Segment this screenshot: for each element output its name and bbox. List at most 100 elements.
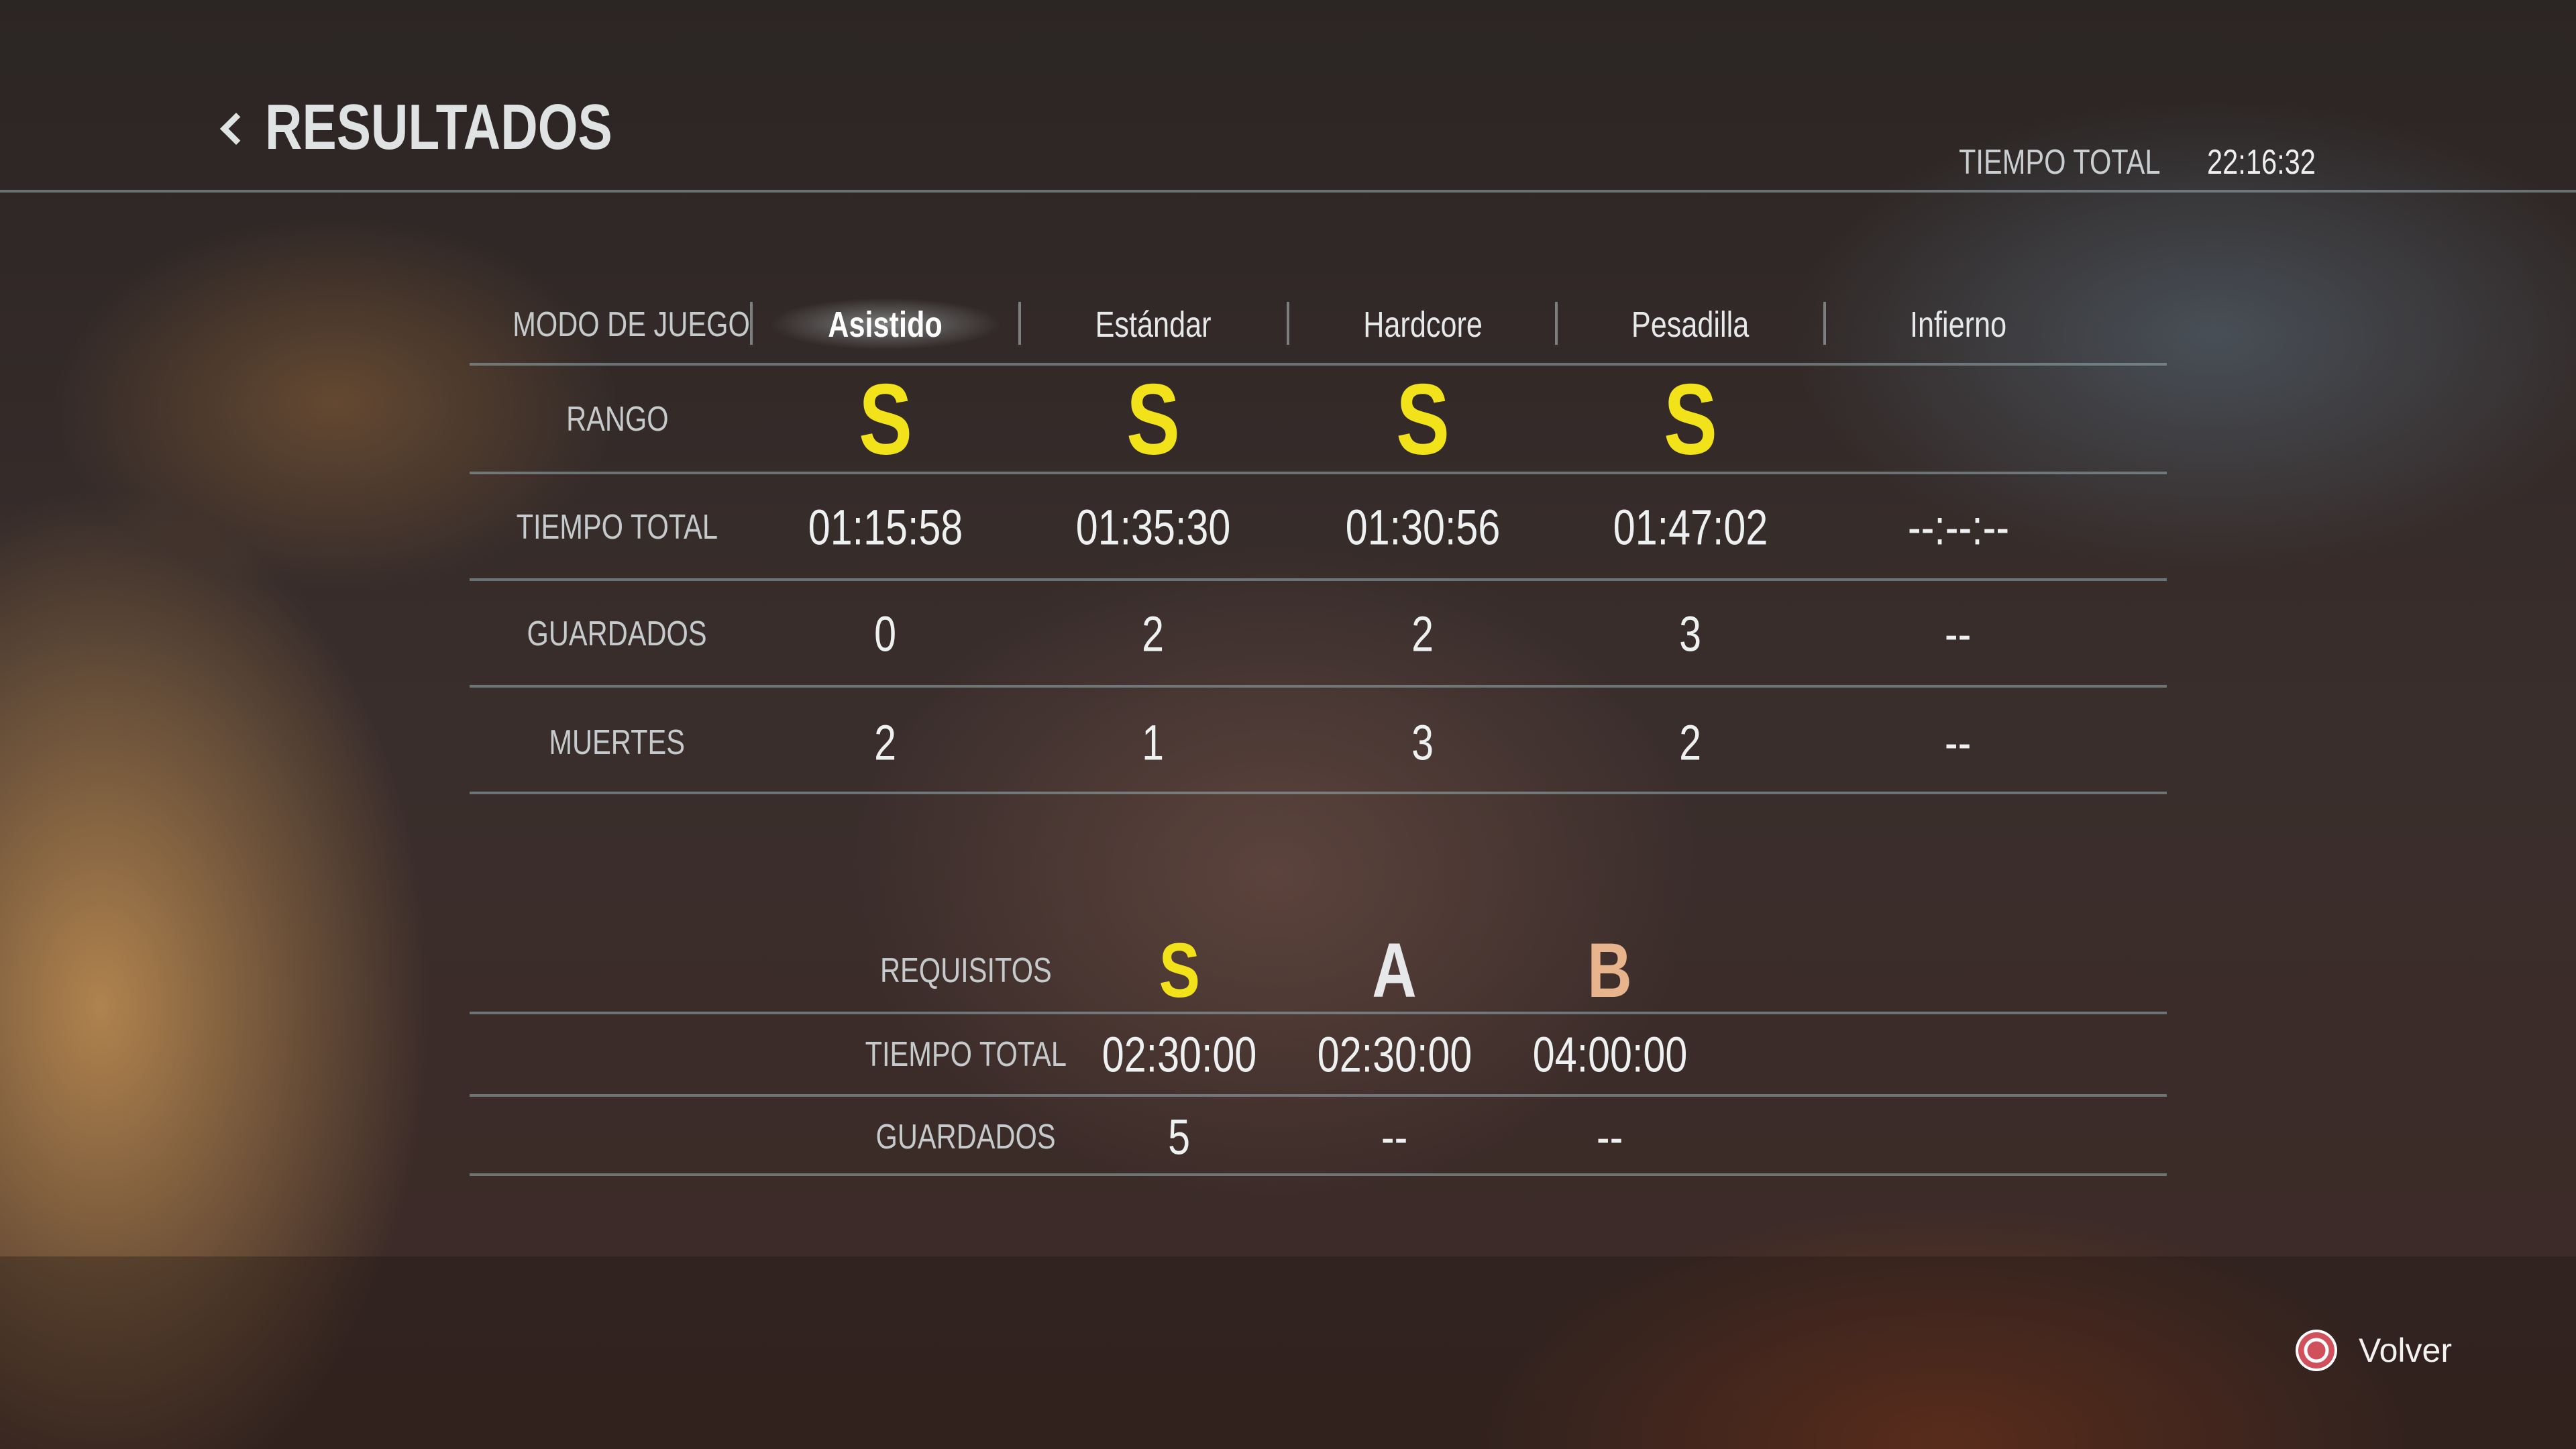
table-cell-text: 01:30:56	[1345, 499, 1501, 555]
mode-label: MODO DE JUEGO	[483, 305, 751, 345]
tab-mode-1-text: Estándar	[1095, 305, 1212, 345]
tab-mode-0[interactable]: Asistido	[751, 304, 1020, 345]
row-divider	[470, 578, 2167, 581]
rank-badge: S	[1556, 362, 1825, 478]
row-label-text: MUERTES	[549, 723, 686, 762]
header-divider	[0, 190, 2576, 193]
row-label: TIEMPO TOTAL	[832, 1034, 1100, 1075]
rank-badge-text: S	[1159, 928, 1200, 1014]
table-cell-text: 2	[1679, 714, 1702, 771]
back-prompt[interactable]: Volver	[2294, 1328, 2452, 1373]
column-separator	[1555, 302, 1558, 345]
row-label: MUERTES	[483, 722, 751, 763]
total-time: TIEMPO TOTAL 22:16:32	[1959, 142, 2343, 182]
table-cell-text: 2	[1411, 606, 1434, 662]
table-cell: 04:00:00	[1476, 1026, 1744, 1083]
table-cell: 01:47:02	[1556, 499, 1825, 556]
rank-badge: S	[1045, 926, 1313, 1015]
rank-badge: B	[1476, 926, 1744, 1015]
row-divider	[470, 1012, 2167, 1014]
table-cell-text: --:--:--	[1907, 499, 2009, 555]
table-cell-text: 3	[1411, 714, 1434, 771]
row-label-text: TIEMPO TOTAL	[865, 1035, 1067, 1074]
row-divider	[470, 363, 2167, 366]
back-button[interactable]: RESULTADOS	[219, 91, 699, 164]
rank-badge: A	[1260, 926, 1529, 1015]
footer-band	[0, 1256, 2576, 1449]
table-cell-text: 1	[1142, 714, 1165, 771]
tab-mode-4-text: Infierno	[1909, 305, 2007, 345]
rank-badge-text: B	[1587, 928, 1633, 1014]
table-cell-text: 01:35:30	[1075, 499, 1231, 555]
table-cell: 02:30:00	[1260, 1026, 1529, 1083]
table-cell-text: 02:30:00	[1317, 1026, 1472, 1083]
table-cell: 2	[1556, 714, 1825, 771]
total-time-label: TIEMPO TOTAL	[1959, 143, 2161, 182]
back-label: Volver	[2359, 1332, 2452, 1369]
tab-mode-2-text: Hardcore	[1363, 305, 1483, 345]
table-cell-text: 0	[874, 606, 897, 662]
rank-badge: S	[1019, 362, 1287, 478]
rank-badge-text: S	[1126, 362, 1181, 476]
row-divider	[470, 685, 2167, 688]
column-separator	[1018, 302, 1021, 345]
row-label: TIEMPO TOTAL	[483, 507, 751, 547]
rank-badge: S	[751, 362, 1020, 478]
table-cell: 2	[751, 714, 1020, 771]
table-cell-text: 02:30:00	[1102, 1026, 1257, 1083]
table-cell: 01:30:56	[1289, 499, 1557, 556]
row-label-text: GUARDADOS	[875, 1118, 1057, 1157]
page-title: RESULTADOS	[265, 91, 612, 163]
table-cell: --:--:--	[1824, 499, 2092, 556]
column-separator	[750, 302, 753, 345]
row-divider	[470, 1094, 2167, 1097]
rank-badge: S	[1289, 362, 1557, 478]
table-cell: --	[1824, 714, 2092, 771]
tab-mode-2[interactable]: Hardcore	[1289, 304, 1557, 345]
row-divider	[470, 472, 2167, 474]
table-cell: 0	[751, 606, 1020, 663]
table-cell: 02:30:00	[1045, 1026, 1313, 1083]
table-cell: 01:35:30	[1019, 499, 1287, 556]
rank-badge-text: S	[1663, 362, 1718, 476]
row-divider	[470, 1173, 2167, 1176]
requirements-label-text: REQUISITOS	[880, 951, 1052, 990]
table-cell: --	[1260, 1109, 1529, 1166]
tab-mode-0-text: Asistido	[828, 305, 943, 345]
table-cell: 2	[1289, 606, 1557, 663]
tab-mode-1[interactable]: Estándar	[1019, 304, 1287, 345]
tab-mode-4[interactable]: Infierno	[1824, 304, 2092, 345]
circle-button-icon	[2296, 1330, 2337, 1371]
table-cell-text: 01:47:02	[1613, 499, 1768, 555]
table-cell-text: --	[1945, 714, 1972, 771]
table-cell-text: 5	[1168, 1109, 1191, 1165]
table-cell: 2	[1019, 606, 1287, 663]
table-cell-text: 3	[1679, 606, 1702, 662]
table-cell: 3	[1289, 714, 1557, 771]
column-separator	[1287, 302, 1289, 345]
column-separator	[1823, 302, 1826, 345]
table-cell-text: 04:00:00	[1532, 1026, 1688, 1083]
chevron-left-icon	[219, 112, 253, 146]
table-cell: 3	[1556, 606, 1825, 663]
selected-mode-highlight	[771, 299, 1000, 350]
row-label: GUARDADOS	[832, 1117, 1100, 1157]
table-cell: --	[1476, 1109, 1744, 1166]
table-cell-text: 2	[874, 714, 897, 771]
table-cell-text: --	[1381, 1109, 1408, 1165]
tab-mode-3-text: Pesadilla	[1631, 305, 1750, 345]
total-time-value: 22:16:32	[2207, 143, 2316, 182]
table-cell: --	[1824, 606, 2092, 663]
tab-mode-3[interactable]: Pesadilla	[1556, 304, 1825, 345]
row-label: RANGO	[483, 399, 751, 439]
table-cell-text: 01:15:58	[808, 499, 963, 555]
table-cell: 5	[1045, 1109, 1313, 1166]
table-cell-text: --	[1597, 1109, 1623, 1165]
row-label-text: TIEMPO TOTAL	[516, 508, 718, 547]
table-cell-text: 2	[1142, 606, 1165, 662]
rank-badge-text: S	[858, 362, 913, 476]
row-label: GUARDADOS	[483, 614, 751, 654]
mode-label-text: MODO DE JUEGO	[513, 305, 750, 344]
table-cell-text: --	[1945, 606, 1972, 662]
row-label-text: RANGO	[566, 400, 669, 439]
